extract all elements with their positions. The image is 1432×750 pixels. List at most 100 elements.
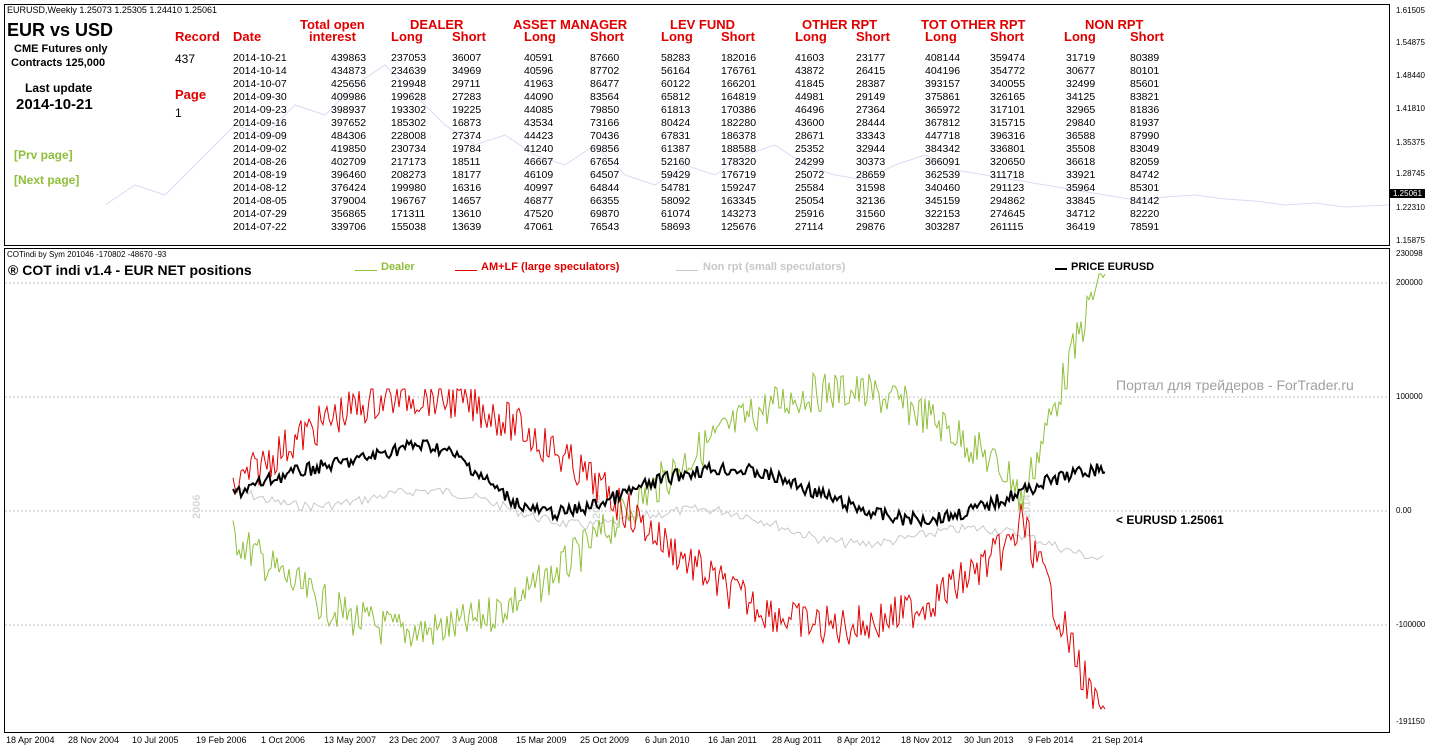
table-cell: 41240 (524, 143, 554, 155)
table-cell: 19784 (452, 143, 482, 155)
table-cell: 404196 (925, 65, 961, 77)
table-cell: 66355 (590, 195, 620, 207)
table-cell: 34969 (452, 65, 482, 77)
table-cell: 199980 (391, 182, 427, 194)
table-cell: 64507 (590, 169, 620, 181)
non-long-header: Long (1064, 29, 1096, 44)
col-total-header-1: Total open (300, 17, 365, 32)
table-cell: 356865 (331, 208, 367, 220)
table-cell: 73166 (590, 117, 620, 129)
table-cell: 27283 (452, 91, 482, 103)
table-cell: 25072 (795, 169, 825, 181)
table-cell-date: 2014-10-14 (233, 65, 287, 77)
table-cell: 219948 (391, 78, 427, 90)
group-lev-header: LEV FUND (670, 17, 735, 32)
table-cell: 178320 (721, 156, 757, 168)
date-tick-label: 18 Nov 2012 (901, 735, 953, 745)
price-axis (1389, 4, 1429, 246)
source-line: CME Futures only (14, 43, 108, 55)
table-cell: 41603 (795, 52, 825, 64)
year-label: 2006 (191, 495, 203, 519)
series-am-lf (232, 388, 1106, 711)
table-cell: 84742 (1130, 169, 1160, 181)
table-cell: 25584 (795, 182, 825, 194)
watermark: Портал для трейдеров - ForTrader.ru (1116, 377, 1354, 393)
table-cell: 87990 (1130, 130, 1160, 142)
table-cell: 76543 (590, 221, 620, 233)
table-cell: 16873 (452, 117, 482, 129)
table-cell: 46496 (795, 104, 825, 116)
table-cell: 16316 (452, 182, 482, 194)
table-cell: 85601 (1130, 78, 1160, 90)
table-cell: 34125 (1066, 91, 1096, 103)
prev-page-link[interactable]: [Prv page] (14, 148, 73, 162)
table-cell: 354772 (990, 65, 1026, 77)
table-cell: 78591 (1130, 221, 1160, 233)
table-cell: 80424 (661, 117, 691, 129)
legend-non-swatch (676, 270, 698, 271)
table-cell: 67831 (661, 130, 691, 142)
record-label: Record (175, 29, 220, 44)
table-cell: 25916 (795, 208, 825, 220)
table-cell: 340460 (925, 182, 961, 194)
table-cell: 393157 (925, 78, 961, 90)
table-cell: 199628 (391, 91, 427, 103)
table-cell: 67654 (590, 156, 620, 168)
table-cell: 27114 (795, 221, 824, 233)
legend-dealer-swatch (355, 270, 377, 271)
table-cell: 43600 (795, 117, 825, 129)
table-cell: 46109 (524, 169, 554, 181)
table-cell: 84142 (1130, 195, 1160, 207)
current-price-badge: 1.25061 (1390, 189, 1425, 198)
price-tick-label: 1.54875 (1396, 38, 1425, 47)
table-cell: 32499 (1066, 78, 1096, 90)
table-cell: 87660 (590, 52, 620, 64)
table-cell-date: 2014-08-05 (233, 195, 287, 207)
table-cell: 155038 (391, 221, 427, 233)
table-cell: 46877 (524, 195, 554, 207)
table-cell: 366091 (925, 156, 961, 168)
other-long-header: Long (795, 29, 827, 44)
col-date-header: Date (233, 29, 262, 44)
table-cell: 61387 (661, 143, 691, 155)
indicator-header: COTindi by Sym 201046 -170802 -48670 -93 (7, 250, 167, 259)
table-cell: 80101 (1130, 65, 1160, 77)
date-tick-label: 21 Sep 2014 (1092, 735, 1144, 745)
table-cell: 396460 (331, 169, 367, 181)
table-cell: 182016 (721, 52, 757, 64)
table-cell: 54781 (661, 182, 691, 194)
table-cell: 163345 (721, 195, 757, 207)
date-tick-label: 25 Oct 2009 (580, 735, 630, 745)
table-cell: 61813 (661, 104, 691, 116)
table-cell: 19225 (452, 104, 482, 116)
table-cell: 31598 (856, 182, 886, 194)
page-label: Page (175, 87, 207, 102)
legend-am: AM+LF (large speculators) (481, 261, 620, 273)
table-cell: 44423 (524, 130, 554, 142)
table-cell: 31719 (1066, 52, 1096, 64)
non-short-header: Short (1130, 29, 1164, 44)
table-cell: 64844 (590, 182, 620, 194)
table-cell-date: 2014-09-23 (233, 104, 287, 116)
date-tick-label: 3 Aug 2008 (452, 735, 498, 745)
table-cell-date: 2014-09-09 (233, 130, 287, 142)
dealer-short-header: Short (452, 29, 486, 44)
table-cell: 409986 (331, 91, 367, 103)
indicator-axis (1389, 248, 1429, 733)
next-page-link[interactable]: [Next page] (14, 173, 80, 187)
table-cell: 425656 (331, 78, 367, 90)
date-tick-label: 16 Jan 2011 (708, 735, 757, 745)
table-cell: 402709 (331, 156, 367, 168)
table-cell: 434873 (331, 65, 367, 77)
date-tick-label: 9 Feb 2014 (1028, 735, 1074, 745)
table-cell: 44085 (524, 104, 554, 116)
table-cell: 143273 (721, 208, 757, 220)
table-cell: 193302 (391, 104, 427, 116)
table-cell: 58283 (661, 52, 691, 64)
table-cell: 365972 (925, 104, 961, 116)
price-background-line (104, 64, 1389, 208)
date-tick-label: 15 Mar 2009 (516, 735, 567, 745)
table-cell: 317101 (990, 104, 1026, 116)
table-cell: 30373 (856, 156, 886, 168)
table-cell: 447718 (925, 130, 961, 142)
